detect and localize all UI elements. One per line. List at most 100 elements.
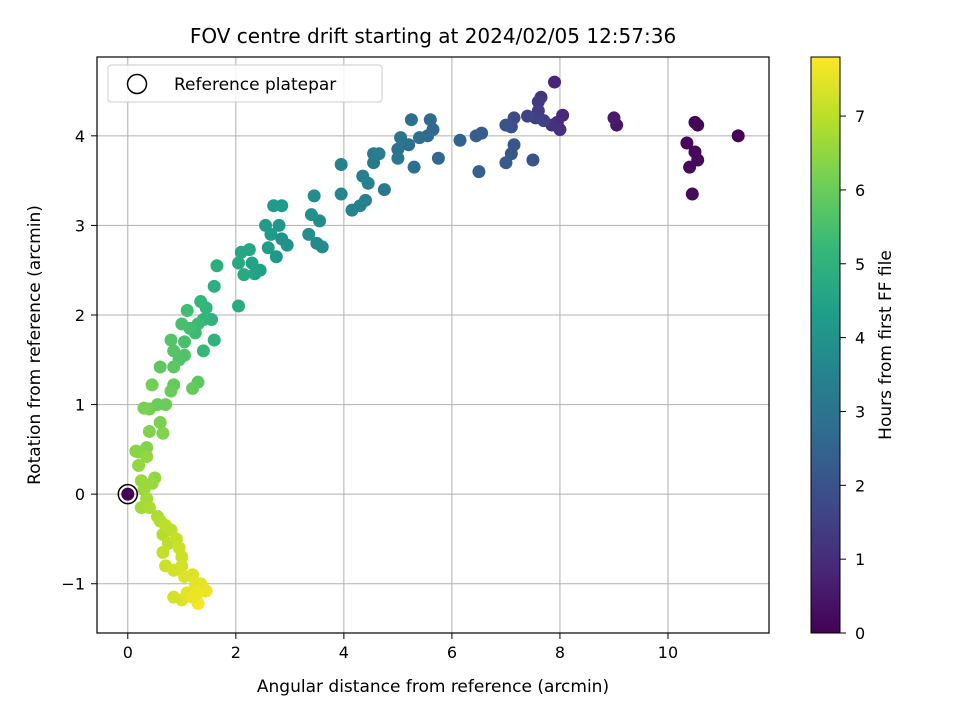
data-point bbox=[186, 590, 200, 604]
colorbar: 0 1 2 3 4 5 6 7 Hours from first FF file bbox=[810, 56, 896, 643]
colorbar-label: Hours from first FF file bbox=[876, 250, 896, 440]
data-point bbox=[310, 236, 324, 250]
data-point bbox=[156, 426, 170, 440]
reference-platepar-marker bbox=[121, 487, 135, 501]
data-point bbox=[499, 118, 513, 132]
data-point bbox=[526, 153, 540, 167]
data-point bbox=[404, 113, 418, 127]
y-tick-label: −1 bbox=[61, 575, 85, 594]
data-point bbox=[178, 335, 192, 349]
chart-title: FOV centre drift starting at 2024/02/05 … bbox=[190, 24, 676, 48]
legend: Reference platepar bbox=[107, 64, 383, 103]
data-point bbox=[412, 131, 426, 145]
data-point bbox=[164, 333, 178, 347]
data-point bbox=[132, 458, 146, 472]
data-point bbox=[548, 75, 562, 89]
data-point bbox=[453, 133, 467, 147]
legend-marker-icon bbox=[126, 73, 148, 95]
data-point bbox=[553, 123, 567, 137]
x-tick-label: 2 bbox=[231, 643, 241, 662]
colorbar-tick-label: 0 bbox=[855, 624, 865, 643]
data-point bbox=[153, 415, 167, 429]
data-point bbox=[245, 256, 259, 270]
data-point bbox=[175, 550, 189, 564]
data-point bbox=[234, 245, 248, 259]
data-point bbox=[394, 131, 408, 145]
data-point bbox=[537, 114, 551, 128]
data-point bbox=[499, 156, 513, 170]
data-point bbox=[391, 151, 405, 165]
data-point bbox=[175, 559, 189, 573]
data-point bbox=[237, 268, 251, 282]
colorbar-gradient bbox=[810, 56, 841, 634]
data-point bbox=[180, 304, 194, 318]
y-tick-label: 4 bbox=[75, 127, 85, 146]
data-point bbox=[275, 232, 289, 246]
data-point bbox=[259, 218, 273, 232]
data-point bbox=[334, 187, 348, 201]
data-point bbox=[685, 187, 699, 201]
data-point bbox=[232, 256, 246, 270]
data-point bbox=[145, 378, 159, 392]
data-point bbox=[232, 299, 246, 313]
x-axis-ticks: 0 2 4 6 8 10 bbox=[123, 633, 678, 662]
data-point bbox=[334, 157, 348, 171]
data-point bbox=[137, 401, 151, 415]
y-tick-label: 1 bbox=[75, 396, 85, 415]
data-point bbox=[248, 267, 262, 281]
y-tick-label: 2 bbox=[75, 306, 85, 325]
data-point bbox=[142, 501, 156, 515]
y-tick-label: 3 bbox=[75, 216, 85, 235]
x-tick-label: 4 bbox=[339, 643, 349, 662]
data-point bbox=[345, 203, 359, 217]
data-point bbox=[431, 151, 445, 165]
data-point bbox=[196, 344, 210, 358]
data-point bbox=[407, 160, 421, 174]
data-point bbox=[472, 165, 486, 179]
data-point bbox=[469, 129, 483, 143]
x-tick-label: 0 bbox=[123, 643, 133, 662]
data-point bbox=[361, 176, 375, 190]
data-point bbox=[142, 424, 156, 438]
data-point bbox=[194, 295, 208, 309]
plot-frame bbox=[96, 56, 770, 634]
colorbar-tick-label: 4 bbox=[855, 329, 865, 348]
legend-box bbox=[107, 64, 383, 103]
y-axis-ticks: −1 0 1 2 3 4 bbox=[61, 127, 97, 594]
data-point bbox=[531, 95, 545, 109]
data-point bbox=[261, 241, 275, 255]
data-point bbox=[199, 584, 213, 598]
colorbar-tick-label: 5 bbox=[855, 255, 865, 274]
data-point bbox=[302, 227, 316, 241]
data-point bbox=[683, 160, 697, 174]
data-point bbox=[377, 183, 391, 197]
data-point bbox=[372, 147, 386, 161]
data-point bbox=[423, 113, 437, 127]
data-point bbox=[607, 111, 621, 125]
data-point bbox=[269, 250, 283, 264]
legend-label: Reference platepar bbox=[174, 75, 336, 95]
data-point bbox=[175, 317, 189, 331]
data-point bbox=[186, 381, 200, 395]
data-point bbox=[167, 344, 181, 358]
data-point bbox=[167, 590, 181, 604]
data-point bbox=[521, 109, 535, 123]
x-tick-label: 10 bbox=[658, 643, 678, 662]
data-point bbox=[210, 259, 224, 273]
data-point bbox=[140, 450, 154, 464]
colorbar-tick-label: 2 bbox=[855, 476, 865, 495]
data-point bbox=[167, 360, 181, 374]
colorbar-tick-label: 6 bbox=[855, 181, 865, 200]
x-tick-label: 8 bbox=[555, 643, 565, 662]
colorbar-tick-label: 7 bbox=[855, 107, 865, 126]
data-point bbox=[391, 142, 405, 156]
y-tick-label: 0 bbox=[75, 485, 85, 504]
data-point bbox=[272, 218, 286, 232]
data-point bbox=[731, 129, 745, 143]
data-point bbox=[207, 279, 221, 293]
colorbar-tick-label: 1 bbox=[855, 550, 865, 569]
x-tick-label: 6 bbox=[447, 643, 457, 662]
data-point bbox=[207, 333, 221, 347]
data-point bbox=[691, 118, 705, 132]
